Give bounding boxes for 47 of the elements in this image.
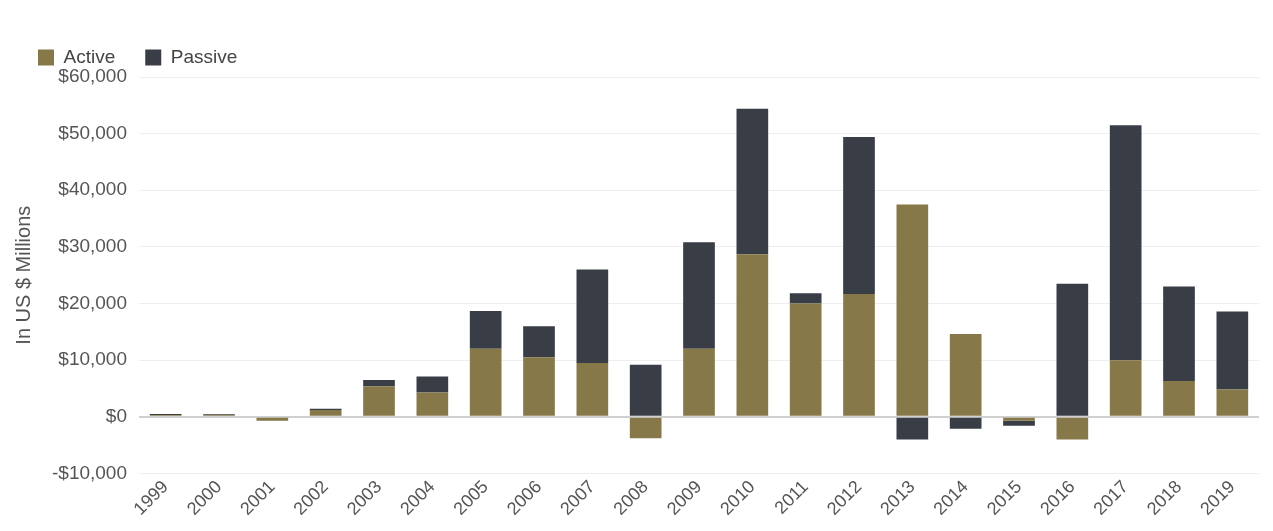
bar [896, 417, 929, 440]
bar [789, 293, 822, 304]
bar [896, 204, 929, 416]
bar [683, 348, 715, 416]
bar [949, 334, 982, 416]
y-tick-label: $50,000 [58, 121, 128, 143]
y-tick-label: $60,000 [58, 65, 128, 87]
bar [523, 326, 555, 358]
legend-label: Passive [170, 45, 238, 67]
bar [1109, 125, 1142, 361]
y-tick-label: -$10,000 [51, 461, 128, 483]
bar [629, 364, 662, 416]
bar [1056, 417, 1089, 440]
bar [309, 409, 342, 416]
bar [576, 269, 609, 363]
y-tick-label: $30,000 [58, 235, 128, 257]
bar [949, 417, 982, 429]
bar [629, 417, 662, 439]
bar [256, 417, 289, 421]
bar [1216, 389, 1249, 416]
bar [736, 108, 769, 255]
bar [789, 303, 822, 416]
bar [416, 376, 449, 393]
bar [843, 137, 875, 294]
bar [1163, 381, 1195, 416]
bar [1109, 360, 1142, 416]
bar [416, 392, 449, 416]
bar [1003, 417, 1035, 421]
bar [523, 357, 555, 416]
bar [1163, 286, 1195, 382]
bar [683, 242, 715, 349]
bar [1003, 420, 1035, 426]
bar [363, 379, 395, 387]
bar [736, 254, 769, 416]
bar [469, 348, 502, 416]
y-tick-label: $0 [105, 405, 128, 427]
bar [1056, 283, 1089, 416]
y-tick-label: $40,000 [58, 178, 128, 200]
legend-label: Active [63, 45, 116, 67]
bar [469, 310, 502, 349]
y-tick-label: $20,000 [58, 291, 128, 313]
bar [1216, 311, 1249, 390]
bar [576, 362, 609, 416]
bar [363, 386, 395, 416]
bar [843, 293, 875, 416]
y-tick-label: $10,000 [58, 348, 128, 370]
y-axis-title: In US $ Millions [11, 205, 34, 345]
